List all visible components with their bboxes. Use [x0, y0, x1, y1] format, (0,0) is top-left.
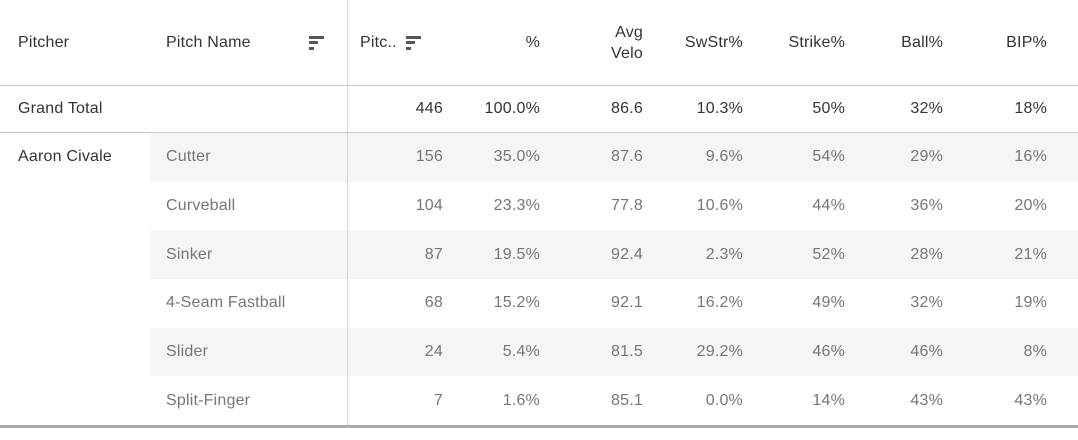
grand-total-pct[interactable]: 100.0% — [484, 100, 540, 117]
bip-cell[interactable]: 43% — [1014, 391, 1047, 409]
ball-cell[interactable]: 46% — [910, 343, 943, 361]
table-row: 4-Seam Fastball 68 15.2% 92.1 16.2% 49% … — [0, 279, 1078, 328]
pitches-cell[interactable]: 7 — [433, 391, 443, 409]
row-values: 104 23.3% 77.8 10.6% 44% 36% 20% — [347, 181, 1078, 231]
bip-cell[interactable]: 21% — [1014, 245, 1047, 263]
avg-velo-cell[interactable]: 92.4 — [611, 245, 643, 263]
grand-total-pitch-name-cell — [150, 86, 347, 132]
avg-velo-cell[interactable]: 92.1 — [611, 294, 643, 312]
pct-cell[interactable]: 23.3% — [493, 197, 540, 215]
pct-cell[interactable]: 15.2% — [493, 294, 540, 312]
bip-cell[interactable]: 8% — [1023, 343, 1047, 361]
avg-velo-cell[interactable]: 87.6 — [611, 148, 643, 166]
grand-total-pitches[interactable]: 446 — [415, 100, 443, 117]
col-header-avg-velo[interactable]: Avg Velo — [540, 0, 643, 85]
table-header-row: Pitcher Pitch Name Pitc.. % Avg Velo SwS… — [0, 0, 1078, 86]
pct-cell[interactable]: 19.5% — [493, 245, 540, 263]
table-bottom-border — [0, 425, 1078, 428]
grand-total-avg-velo[interactable]: 86.6 — [611, 100, 643, 117]
pitcher-name-cell — [0, 327, 150, 377]
col-header-ball[interactable]: Ball% — [901, 34, 943, 51]
col-header-avg-velo-line2: Velo — [611, 44, 643, 62]
strike-cell[interactable]: 54% — [812, 148, 845, 166]
col-header-bip[interactable]: BIP% — [1006, 34, 1047, 51]
grand-total-strike[interactable]: 50% — [812, 100, 845, 117]
col-header-swstr[interactable]: SwStr% — [684, 34, 743, 51]
pct-cell[interactable]: 5.4% — [502, 343, 540, 361]
strike-cell[interactable]: 44% — [812, 197, 845, 215]
pitches-cell[interactable]: 104 — [415, 197, 443, 215]
header-numeric-area: Pitc.. % Avg Velo SwStr% Strike% Ball% B… — [347, 0, 1078, 85]
pitches-cell[interactable]: 68 — [424, 294, 443, 312]
bip-cell[interactable]: 16% — [1014, 148, 1047, 166]
swstr-cell[interactable]: 16.2% — [696, 294, 743, 312]
pitcher-name-cell — [0, 279, 150, 328]
swstr-cell[interactable]: 9.6% — [705, 148, 743, 166]
pitch-name-cell[interactable]: Split-Finger — [166, 391, 251, 409]
pitcher-name-cell — [0, 376, 150, 426]
row-values: 7 1.6% 85.1 0.0% 14% 43% 43% — [347, 376, 1078, 426]
col-header-pitch-name-label: Pitch Name — [166, 34, 251, 51]
pitch-stats-table: Pitcher Pitch Name Pitc.. % Avg Velo SwS… — [0, 0, 1078, 428]
pitch-name-cell[interactable]: Slider — [150, 327, 347, 377]
pitches-cell[interactable]: 156 — [415, 148, 443, 166]
row-values: 87 19.5% 92.4 2.3% 52% 28% 21% — [347, 230, 1078, 280]
table-row: Split-Finger 7 1.6% 85.1 0.0% 14% 43% 43… — [0, 376, 1078, 426]
avg-velo-cell[interactable]: 77.8 — [611, 197, 643, 215]
avg-velo-cell[interactable]: 81.5 — [611, 343, 643, 361]
strike-cell[interactable]: 14% — [812, 391, 845, 409]
pitcher-name-cell — [0, 181, 150, 231]
grand-total-label[interactable]: Grand Total — [0, 86, 150, 132]
col-header-pitch-name[interactable]: Pitch Name — [150, 0, 347, 85]
pitch-name-cell[interactable]: Curveball — [166, 197, 236, 215]
pitch-name-cell[interactable]: Sinker — [150, 230, 347, 280]
grand-total-bip[interactable]: 18% — [1014, 100, 1047, 117]
swstr-cell[interactable]: 10.6% — [696, 197, 743, 215]
swstr-cell[interactable]: 29.2% — [696, 343, 743, 361]
ball-cell[interactable]: 32% — [910, 294, 943, 312]
pitches-cell[interactable]: 87 — [424, 245, 443, 263]
pitcher-name-cell[interactable]: Aaron Civale — [0, 133, 150, 182]
row-values: 24 5.4% 81.5 29.2% 46% 46% 8% — [347, 327, 1078, 377]
ball-cell[interactable]: 28% — [910, 245, 943, 263]
grand-total-values: 446 100.0% 86.6 10.3% 50% 32% 18% — [347, 86, 1078, 132]
pitch-name-cell[interactable]: Cutter — [150, 133, 347, 182]
ball-cell[interactable]: 29% — [910, 148, 943, 166]
ball-cell[interactable]: 36% — [910, 197, 943, 215]
sort-descending-icon[interactable] — [405, 35, 421, 50]
col-header-pitcher[interactable]: Pitcher — [0, 0, 150, 85]
bip-cell[interactable]: 19% — [1014, 294, 1047, 312]
pitch-name-cell[interactable]: 4-Seam Fastball — [166, 294, 286, 312]
swstr-cell[interactable]: 0.0% — [705, 391, 743, 409]
table-row: Sinker 87 19.5% 92.4 2.3% 52% 28% 21% — [0, 230, 1078, 280]
avg-velo-cell[interactable]: 85.1 — [611, 391, 643, 409]
col-header-pitches-label: Pitc.. — [360, 34, 397, 51]
pct-cell[interactable]: 1.6% — [502, 391, 540, 409]
pitcher-name-cell — [0, 230, 150, 280]
table-row: Aaron Civale Cutter 156 35.0% 87.6 9.6% … — [0, 133, 1078, 182]
pitches-cell[interactable]: 24 — [424, 343, 443, 361]
strike-cell[interactable]: 52% — [812, 245, 845, 263]
row-values: 68 15.2% 92.1 16.2% 49% 32% 19% — [347, 279, 1078, 328]
col-header-pct[interactable]: % — [525, 34, 540, 51]
ball-cell[interactable]: 43% — [910, 391, 943, 409]
swstr-cell[interactable]: 2.3% — [705, 245, 743, 263]
grand-total-ball[interactable]: 32% — [910, 100, 943, 117]
table-row: Curveball 104 23.3% 77.8 10.6% 44% 36% 2… — [0, 181, 1078, 231]
strike-cell[interactable]: 49% — [812, 294, 845, 312]
table-row: Slider 24 5.4% 81.5 29.2% 46% 46% 8% — [0, 327, 1078, 377]
bip-cell[interactable]: 20% — [1014, 197, 1047, 215]
grand-total-swstr[interactable]: 10.3% — [696, 100, 743, 117]
grand-total-row: Grand Total 446 100.0% 86.6 10.3% 50% 32… — [0, 86, 1078, 133]
pct-cell[interactable]: 35.0% — [493, 148, 540, 166]
col-header-strike[interactable]: Strike% — [788, 34, 845, 51]
strike-cell[interactable]: 46% — [812, 343, 845, 361]
col-header-avg-velo-line1: Avg — [615, 23, 643, 41]
row-values: 156 35.0% 87.6 9.6% 54% 29% 16% — [347, 133, 1078, 182]
col-header-pitches[interactable]: Pitc.. — [348, 0, 443, 85]
sort-descending-icon[interactable] — [309, 35, 324, 50]
